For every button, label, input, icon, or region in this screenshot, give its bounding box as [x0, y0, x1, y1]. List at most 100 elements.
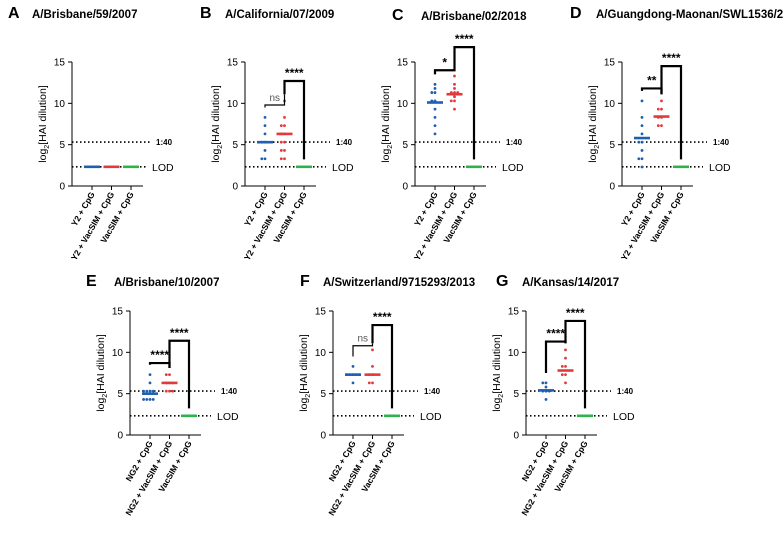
data-point [283, 115, 286, 119]
y-tick-label: 15 [315, 307, 327, 318]
y-label-rest: [HAI dilution] [37, 85, 49, 145]
panel-letter: C [392, 7, 404, 24]
y-tick-label: 5 [59, 140, 65, 151]
y-label-base: 2 [387, 145, 394, 149]
y-label-log: log [380, 149, 392, 163]
significance-label: **** [662, 51, 681, 65]
data-point [283, 140, 286, 144]
data-point [560, 364, 564, 368]
data-point [564, 381, 567, 385]
significance-label: **** [566, 306, 585, 320]
data-point [640, 140, 644, 144]
y-axis-label: log2[HAI dilution] [210, 85, 224, 163]
data-point [541, 381, 545, 385]
y-tick-label: 10 [604, 99, 616, 110]
y-tick-label: 0 [320, 431, 326, 442]
y-tick-label: 15 [54, 58, 66, 69]
panel-title: A/Brisbane/02/2018 [421, 11, 527, 23]
y-tick-label: 0 [59, 182, 65, 193]
data-point [263, 115, 267, 119]
data-point [453, 74, 456, 78]
significance-label: ns [269, 93, 280, 104]
data-point [168, 389, 171, 393]
data-point [453, 107, 456, 111]
y-label-log: log [210, 149, 222, 163]
significance-label: **** [455, 32, 474, 46]
data-point [430, 91, 434, 94]
data-point [148, 398, 152, 401]
data-point [367, 381, 371, 385]
significance-bracket [352, 343, 374, 357]
data-point [453, 99, 456, 103]
significance-bracket [433, 69, 456, 75]
significance-bracket [283, 79, 306, 160]
y-label-log: log [587, 149, 599, 163]
data-point [564, 348, 567, 352]
y-tick-label: 0 [232, 182, 238, 193]
threshold-label: 1:40 [221, 387, 238, 396]
data-point [279, 124, 283, 128]
y-label-rest: [HAI dilution] [210, 85, 222, 145]
y-label-base: 2 [594, 145, 601, 149]
significance-bracket [453, 46, 476, 160]
data-point [453, 82, 456, 86]
lod-label: LOD [152, 162, 174, 174]
significance-label: ** [647, 73, 657, 87]
threshold-label: 1:40 [506, 138, 523, 147]
data-point [453, 95, 456, 99]
y-tick-label: 5 [513, 389, 519, 400]
y-label-log: log [95, 398, 107, 412]
y-label-rest: [HAI dilution] [95, 334, 107, 394]
data-point [433, 91, 437, 94]
y-tick-label: 0 [402, 182, 408, 193]
panel-letter: B [200, 5, 212, 22]
y-tick-label: 5 [117, 389, 123, 400]
data-point [433, 107, 437, 111]
panel-letter: D [570, 5, 582, 22]
significance-bracket [640, 87, 663, 95]
panel-g: G A/Kansas/14/2017 0 5 10 15 log2[HAI dilution… [491, 273, 635, 517]
y-tick-label: 15 [112, 307, 124, 318]
data-point [564, 373, 567, 377]
panel-letter: A [8, 5, 20, 22]
threshold-label: 1:40 [617, 387, 634, 396]
y-label-base: 2 [217, 145, 224, 149]
data-point [544, 385, 548, 389]
y-tick-label: 10 [508, 348, 520, 359]
data-point [656, 107, 660, 111]
significance-label: **** [150, 348, 169, 362]
y-label-rest: [HAI dilution] [380, 85, 392, 145]
data-point [142, 398, 146, 401]
data-point [151, 398, 155, 401]
y-axis-label: log2[HAI dilution] [491, 334, 505, 412]
data-point [637, 157, 641, 161]
y-tick-label: 5 [402, 140, 408, 151]
data-point [279, 149, 283, 152]
significance-bracket [371, 323, 394, 409]
data-point [371, 348, 374, 352]
panel-f: F A/Switzerland/9715293/2013 0 5 10 15 log2[HA… [298, 273, 475, 517]
significance-label: * [442, 55, 447, 69]
data-point [449, 99, 453, 103]
panel-a: A A/Brisbane/59/2007 0 5 10 15 log2[HAI diluti… [8, 5, 174, 262]
data-point [637, 140, 641, 144]
y-label-base: 2 [305, 394, 312, 398]
lod-label: LOD [420, 411, 442, 423]
y-tick-label: 5 [609, 140, 615, 151]
data-point [433, 82, 437, 86]
data-point [260, 157, 264, 161]
panel-c: C A/Brisbane/02/2018 0 5 10 15 log2[HAI diluti… [380, 7, 527, 262]
data-point [279, 157, 283, 161]
data-point [164, 389, 168, 393]
data-point [171, 389, 175, 393]
lod-label: LOD [613, 411, 635, 423]
data-point [168, 373, 171, 377]
panel-letter: F [300, 273, 310, 290]
lod-label: LOD [709, 162, 731, 174]
data-point [263, 124, 267, 128]
data-point [640, 132, 644, 136]
data-point [263, 132, 267, 136]
data-point [640, 149, 644, 152]
y-tick-label: 0 [513, 431, 519, 442]
